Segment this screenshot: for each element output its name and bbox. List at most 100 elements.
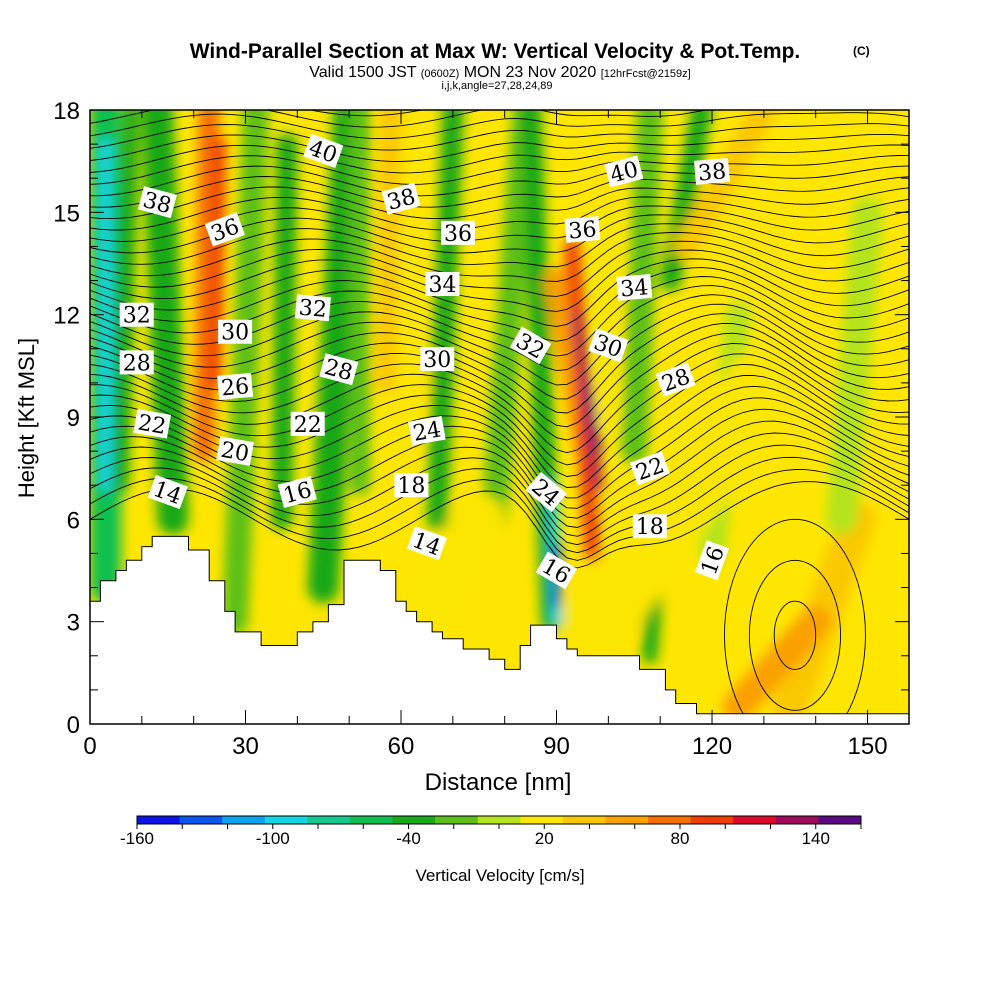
contour-label: 22 <box>290 411 325 438</box>
isentrope-line <box>90 444 909 546</box>
colorbar-swatch <box>690 816 734 824</box>
contour-label-text: 22 <box>294 413 322 438</box>
colorbar-swatch <box>562 816 606 824</box>
isentrope-line <box>90 332 909 441</box>
terrain <box>90 535 909 724</box>
subtitle-date: MON 23 Nov 2020 <box>464 64 597 81</box>
contour-label: 18 <box>632 514 667 540</box>
isentrope-line <box>724 518 866 724</box>
isentrope-line <box>90 232 909 282</box>
x-axis-label: Distance [nm] <box>425 769 572 796</box>
colorbar-swatch <box>775 816 819 824</box>
contour-label-text: 36 <box>567 217 597 244</box>
subtitle-valid: Valid 1500 JST <box>309 64 417 81</box>
isentrope-line <box>90 100 909 105</box>
contour-label-text: 24 <box>411 417 443 446</box>
contour-label: 32 <box>119 302 154 329</box>
velocity-field <box>90 110 884 724</box>
chart-title-unit: (C) <box>853 44 870 58</box>
colorbar-ticks: -160 -100 -40 20 80 140 <box>120 824 862 848</box>
y-axis-label: Height [Kft MSL] <box>14 338 39 498</box>
contour-label: 30 <box>588 328 629 363</box>
contour-label: 36 <box>441 220 475 247</box>
contour-label: 26 <box>217 372 254 401</box>
isentrope-line <box>90 342 909 454</box>
isentrope-line <box>90 186 909 220</box>
x-tick-label: 60 <box>388 733 415 760</box>
isentrope-line <box>90 408 909 519</box>
colorbar-swatch <box>222 816 266 824</box>
colorbar-swatch <box>137 816 181 824</box>
y-tick-label: 9 <box>67 405 80 432</box>
contour-label-text: 22 <box>136 411 168 440</box>
colorbar-tick-label: -160 <box>120 829 154 848</box>
velocity-cell <box>141 110 189 535</box>
contour-label-text: 32 <box>123 304 151 329</box>
y-tick-label: 12 <box>53 303 80 330</box>
isentrope-line <box>90 267 909 342</box>
contour-label: 38 <box>137 186 177 219</box>
x-tick-label: 150 <box>848 733 888 760</box>
isentrope-line <box>748 559 842 711</box>
velocity-cell <box>393 375 430 459</box>
isentrope-lines <box>90 100 909 724</box>
velocity-cell <box>222 110 269 635</box>
x-tick-label: 90 <box>543 733 570 760</box>
isentrope-line <box>90 294 909 386</box>
contour-label-text: 20 <box>219 438 251 467</box>
velocity-cell <box>375 110 402 394</box>
contour-label-text: 34 <box>429 273 457 298</box>
chart-subtitle: Valid 1500 JST (0600Z) MON 23 Nov 2020 [… <box>309 64 690 81</box>
colorbar-swatch <box>648 816 692 824</box>
y-tick-label: 0 <box>67 712 80 739</box>
isentrope-line <box>90 223 909 268</box>
contour-label-text: 34 <box>619 275 649 302</box>
contour-label: 38 <box>694 157 730 187</box>
contour-label-text: 30 <box>221 321 249 346</box>
velocity-cell <box>584 379 602 455</box>
isentrope-line <box>90 432 909 537</box>
colorbar-tick-label: -40 <box>396 829 421 848</box>
contour-label-text: 32 <box>298 296 328 323</box>
y-tick-label: 15 <box>53 200 80 227</box>
isentrope-line <box>90 456 909 554</box>
isentrope-line <box>90 240 909 297</box>
x-tick-label: 120 <box>692 733 732 760</box>
x-axis: 0 30 60 90 120 150 <box>83 110 888 760</box>
isentrope-line <box>90 258 909 327</box>
isentrope-line <box>90 112 909 140</box>
contour-label: 22 <box>133 409 172 440</box>
isentrope-line <box>90 165 909 197</box>
contour-label: 30 <box>420 347 455 373</box>
isentrope-line <box>90 176 909 208</box>
velocity-cell <box>481 110 539 533</box>
velocity-cell <box>561 346 801 658</box>
contour-label: 16 <box>277 476 317 509</box>
contour-label: 30 <box>218 319 253 346</box>
contour-label: 18 <box>394 473 429 499</box>
contour-label: 32 <box>294 294 331 323</box>
y-tick-label: 6 <box>67 507 80 534</box>
isentrope-line <box>90 363 909 477</box>
colorbar-swatch <box>392 816 436 824</box>
velocity-cell <box>271 133 298 530</box>
contour-label: 28 <box>119 350 154 376</box>
isentrope-line <box>90 481 909 569</box>
colorbar-swatch <box>264 816 308 824</box>
isentrope-line <box>90 196 909 231</box>
contour-label: 36 <box>564 215 601 245</box>
colorbar-swatch <box>435 816 479 824</box>
colorbar-label: Vertical Velocity [cm/s] <box>415 866 584 885</box>
isentrope-line <box>773 600 817 670</box>
isentrope-line <box>90 303 909 400</box>
contour-label-text: 28 <box>123 351 151 376</box>
velocity-cell <box>113 110 140 493</box>
colorbar-tick-label: -100 <box>256 829 290 848</box>
x-tick-label: 0 <box>83 733 96 760</box>
colorbar-swatch <box>520 816 564 824</box>
contour-label: 34 <box>616 273 653 303</box>
colorbar-swatch <box>307 816 351 824</box>
y-tick-label: 3 <box>67 610 80 637</box>
